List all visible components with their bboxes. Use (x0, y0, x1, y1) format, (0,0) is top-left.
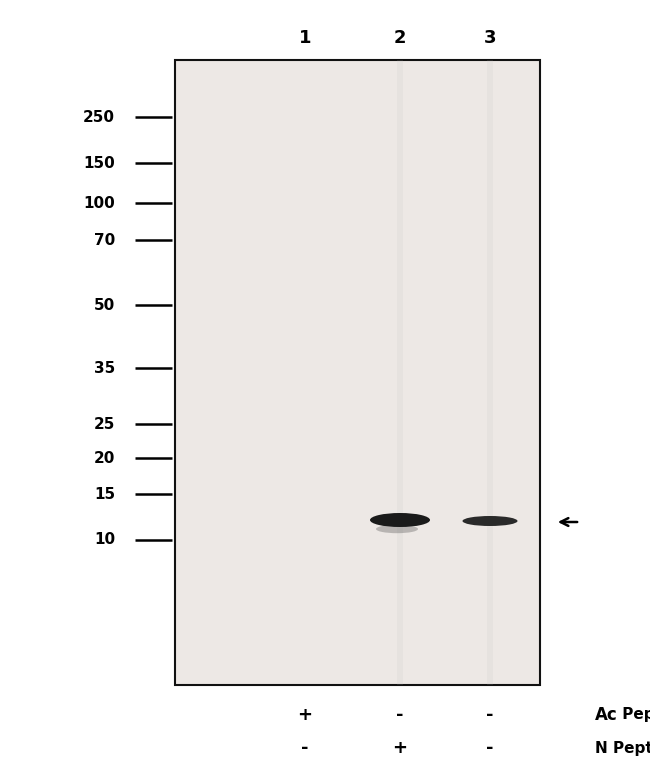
Text: 20: 20 (94, 451, 115, 466)
Text: 100: 100 (83, 195, 115, 210)
Ellipse shape (463, 516, 517, 526)
Text: 70: 70 (94, 233, 115, 248)
Text: Peptide: Peptide (617, 707, 650, 723)
Text: -: - (396, 706, 404, 724)
Text: -: - (301, 739, 309, 757)
Ellipse shape (370, 513, 430, 527)
Text: +: + (393, 739, 408, 757)
Text: 1: 1 (299, 29, 311, 47)
Text: 35: 35 (94, 361, 115, 376)
Text: 15: 15 (94, 487, 115, 502)
Text: -: - (486, 739, 494, 757)
Text: 2: 2 (394, 29, 406, 47)
Text: 10: 10 (94, 532, 115, 547)
Text: 3: 3 (484, 29, 496, 47)
Text: -: - (486, 706, 494, 724)
Text: +: + (298, 706, 313, 724)
Text: 50: 50 (94, 297, 115, 313)
Bar (487, 60, 493, 685)
Text: 25: 25 (94, 416, 115, 431)
Text: 250: 250 (83, 110, 115, 125)
Text: Ac: Ac (595, 706, 618, 724)
Bar (397, 60, 403, 685)
Ellipse shape (376, 524, 418, 533)
Bar (175, 60, 540, 685)
Text: 150: 150 (83, 155, 115, 170)
Text: N Peptide: N Peptide (595, 741, 650, 756)
